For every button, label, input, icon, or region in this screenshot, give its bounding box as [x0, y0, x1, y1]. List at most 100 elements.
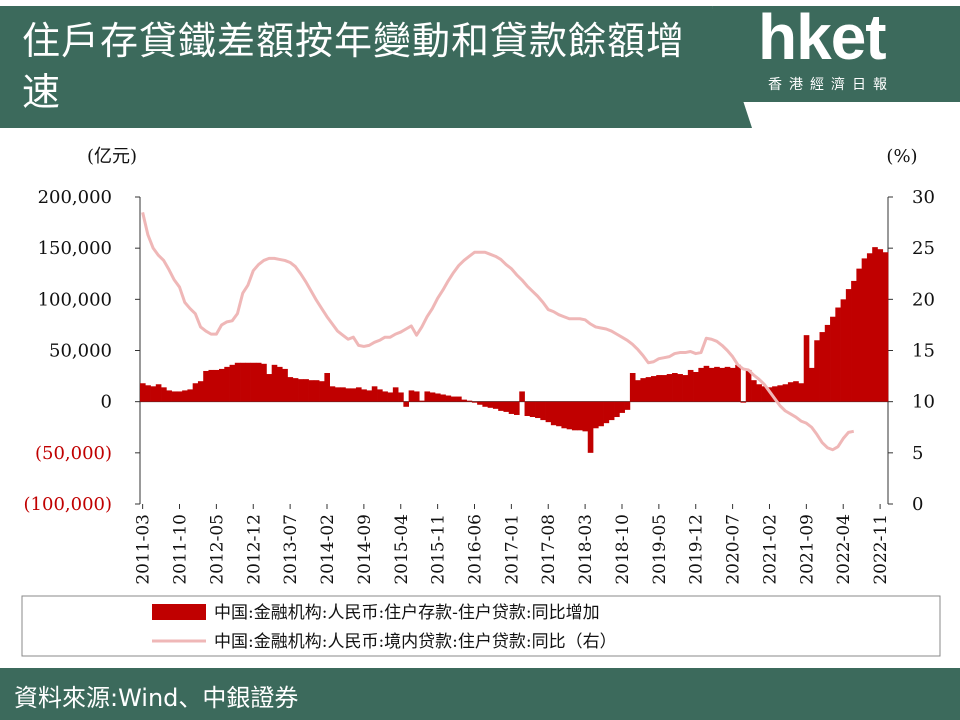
bar: [382, 391, 388, 402]
x-tick-label: 2017-08: [539, 514, 559, 585]
axes: [135, 196, 893, 509]
bar: [461, 399, 467, 402]
x-tick-label: 2014-09: [355, 514, 375, 585]
right-axis-unit: (%): [886, 146, 917, 167]
bar: [208, 369, 215, 402]
bar: [313, 380, 320, 402]
bar: [603, 401, 610, 424]
left-tick-label: (50,000): [35, 443, 112, 464]
bar: [324, 373, 330, 402]
bar: [703, 365, 710, 402]
bar: [687, 369, 694, 402]
bar: [234, 362, 241, 402]
bar: [398, 392, 404, 402]
bar: [145, 385, 151, 402]
right-tick-label: 0: [912, 494, 923, 515]
bar: [292, 378, 299, 402]
bar: [777, 385, 783, 402]
bar: [503, 401, 510, 412]
bar: [866, 253, 873, 402]
x-tick-label: 2014-02: [318, 514, 338, 585]
bar: [587, 401, 594, 453]
bar: [303, 379, 309, 402]
bar: [182, 390, 188, 402]
bar: [640, 378, 647, 402]
line-path: [141, 212, 855, 452]
x-tick-label: 2017-01: [502, 514, 522, 585]
x-tick-label: 2022-11: [871, 514, 891, 585]
bar: [698, 367, 704, 402]
legend-bar-label: 中国:金融机构:人民币:住户存款-住户贷款:同比增加: [214, 603, 600, 623]
source-note: 資料來源:Wind、中銀證券: [14, 684, 299, 712]
x-tick-label: 2018-10: [613, 514, 633, 585]
bar: [793, 381, 799, 402]
bar: [477, 401, 483, 405]
bar: [334, 387, 341, 402]
left-axis-unit: (亿元): [87, 146, 137, 167]
bar: [176, 391, 183, 402]
bar: [514, 401, 520, 415]
bar: [197, 381, 204, 402]
bar: [714, 366, 720, 402]
bar: [645, 377, 652, 402]
bar: [787, 382, 794, 402]
bar: [577, 401, 583, 431]
hket-logo: hket: [758, 1, 887, 73]
bar: [487, 401, 494, 408]
bar: [845, 289, 852, 402]
bar: [203, 370, 209, 402]
bar: [598, 401, 604, 427]
bar: [456, 396, 462, 402]
bar: [877, 249, 884, 402]
bar: [761, 386, 768, 402]
bar: [582, 401, 589, 432]
bar: [593, 401, 599, 429]
bar: [851, 280, 857, 402]
bar: [340, 387, 346, 402]
bar: [371, 386, 378, 402]
bar: [666, 374, 673, 402]
bar: [724, 366, 731, 402]
bar: [403, 401, 409, 407]
x-tick-label: 2018-03: [576, 514, 596, 585]
bar: [745, 369, 752, 402]
right-tick-label: 25: [912, 238, 935, 259]
bar: [751, 380, 757, 402]
footer: 資料來源:Wind、中銀證券: [0, 668, 960, 720]
bar: [766, 387, 773, 402]
right-tick-label: 20: [912, 289, 935, 310]
bar: [629, 373, 636, 402]
right-tick-label: 5: [912, 443, 923, 464]
bar: [566, 401, 573, 430]
bar: [440, 394, 446, 402]
bar: [392, 387, 399, 402]
bar: [693, 371, 699, 402]
bar: [635, 380, 641, 402]
legend-line-label: 中国:金融机构:人民币:境内贷款:住户贷款:同比（右）: [214, 632, 617, 652]
bar: [656, 375, 662, 402]
bar: [872, 247, 878, 402]
bar: [187, 389, 194, 402]
bar: [350, 388, 357, 402]
right-tick-label: 15: [912, 341, 935, 362]
bar: [361, 389, 367, 402]
bar: [155, 384, 162, 402]
right-tick-label: 10: [912, 392, 935, 413]
bar: [677, 374, 683, 402]
bar: [471, 401, 478, 403]
bar: [561, 401, 568, 429]
left-tick-label: 0: [101, 392, 112, 413]
bar: [140, 383, 146, 402]
bar: [856, 268, 863, 402]
line-series: [141, 212, 855, 452]
bar: [150, 386, 157, 402]
bar: [650, 376, 657, 402]
bar: [508, 401, 515, 414]
bar: [492, 401, 499, 409]
bar: [550, 401, 557, 426]
bar: [824, 324, 831, 402]
chart-svg: (亿元) (%) 200,000 150,000 100,000 50,000 0 (50…: [21, 146, 941, 657]
bar: [345, 388, 352, 402]
x-tick-label: 2022-04: [834, 514, 854, 585]
bar: [614, 401, 620, 418]
